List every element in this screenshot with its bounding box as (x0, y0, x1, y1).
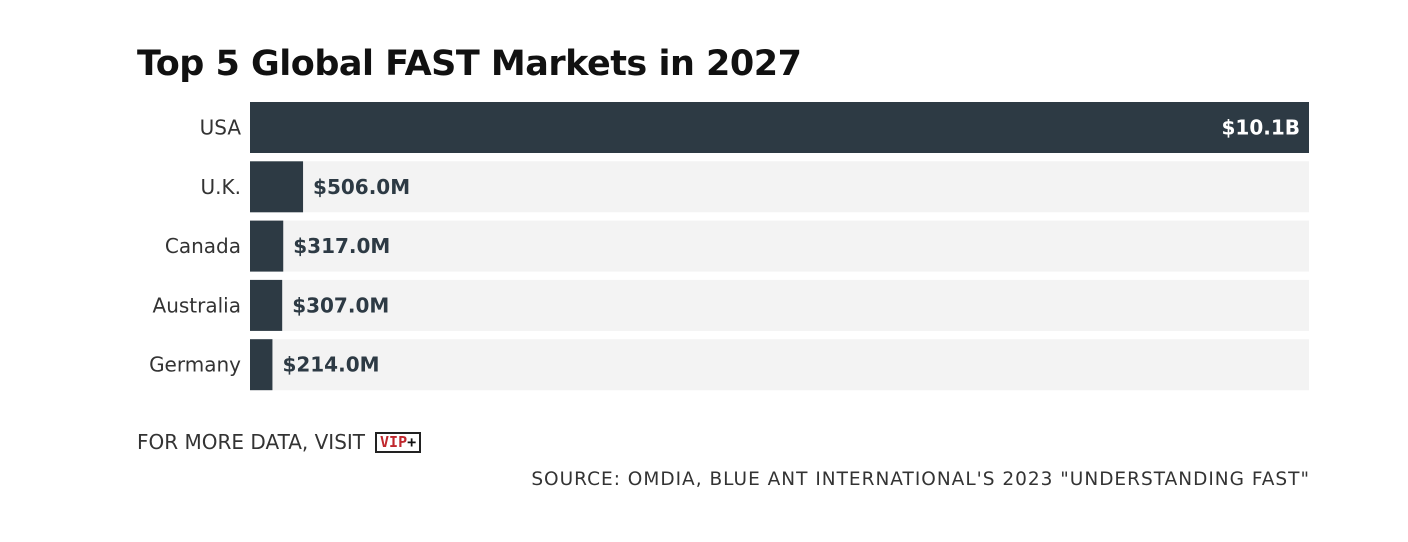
vip-logo-plus: + (407, 432, 417, 451)
vip-plus-link[interactable]: VIP+ (375, 431, 422, 453)
category-label-3: Australia (153, 293, 241, 317)
vip-logo-text: VIP (380, 432, 408, 451)
value-label-2: $317.0M (293, 234, 390, 258)
value-label-0: $10.1B (1221, 116, 1300, 140)
value-label-4: $214.0M (282, 353, 379, 377)
bar-track-3 (250, 279, 1309, 331)
more-data-text: FOR MORE DATA, VISIT (137, 430, 366, 454)
bar-3 (250, 279, 283, 331)
bar-chart: USA $10.1B U.K. $506.0M Canada $317.0M Austral… (149, 102, 1309, 391)
more-data-note: FOR MORE DATA, VISIT VIP+ (137, 430, 422, 454)
category-label-4: Germany (149, 353, 241, 377)
bar-0 (250, 102, 1309, 153)
bar-2 (250, 220, 284, 272)
bar-track-1 (250, 161, 1309, 213)
bar-track-2 (250, 220, 1309, 272)
category-label-1: U.K. (201, 175, 241, 199)
bar-track-4 (250, 339, 1309, 391)
source-note: SOURCE: OMDIA, BLUE ANT INTERNATIONAL'S … (531, 469, 1310, 490)
chart-title: Top 5 Global FAST Markets in 2027 (137, 44, 802, 84)
category-label-2: Canada (165, 234, 241, 258)
bar-1 (250, 161, 304, 213)
value-label-3: $307.0M (292, 293, 389, 317)
category-label-0: USA (200, 116, 242, 140)
value-label-1: $506.0M (313, 175, 410, 199)
bar-4 (250, 339, 273, 391)
